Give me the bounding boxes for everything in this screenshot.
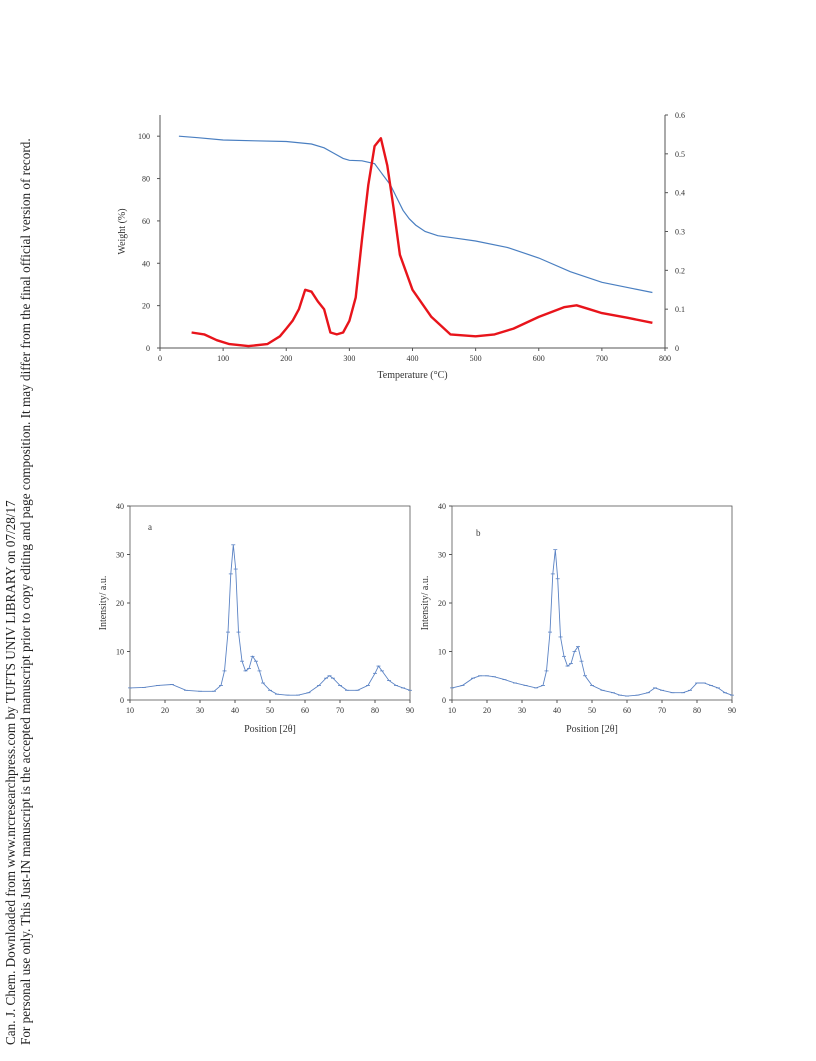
x-tick-label: 0 — [158, 354, 162, 363]
x-tick-label: 80 — [693, 706, 701, 715]
xrd-b-y-axis-label: Intensity/ a.u. — [420, 576, 431, 631]
x-tick-label: 300 — [343, 354, 355, 363]
plot-frame — [129, 505, 411, 701]
x-tick-label: 200 — [280, 354, 292, 363]
y-tick-label: 20 — [116, 599, 124, 608]
watermark-line-2: For personal use only. This Just-IN manu… — [18, 138, 33, 1045]
y2-tick-label: 0.2 — [675, 266, 685, 275]
tga-chart: 0 20 40 60 80 100 0 0.1 0.2 0.3 0.4 0.5 0.6 0 100 200 30… — [117, 111, 685, 381]
y2-tick-label: 0 — [675, 344, 679, 353]
x-tick-label: 60 — [623, 706, 631, 715]
y-tick-label: 10 — [116, 648, 124, 657]
tga-tick-labels: 0 20 40 60 80 100 0 0.1 0.2 0.3 0.4 0.5 0.6 0 100 200 30… — [138, 111, 685, 363]
xrd-a-axes — [127, 505, 411, 703]
tga-axes — [157, 114, 668, 351]
y-tick-label: 10 — [438, 648, 446, 657]
x-tick-label: 50 — [588, 706, 596, 715]
side-watermark: Can. J. Chem. Downloaded from www.nrcres… — [0, 0, 60, 1056]
panel-a-label: a — [148, 522, 152, 532]
y-tick-label: 40 — [116, 502, 124, 511]
y-tick-label: 40 — [438, 502, 446, 511]
x-tick-label: 70 — [336, 706, 344, 715]
x-tick-label: 500 — [470, 354, 482, 363]
y-tick-label: 30 — [116, 551, 124, 560]
x-tick-label: 20 — [483, 706, 491, 715]
y-tick-label: 80 — [142, 175, 150, 184]
y-axis-label: Weight (%) — [117, 208, 128, 254]
xrd-a-pattern-line — [129, 544, 411, 696]
x-tick-label: 100 — [217, 354, 229, 363]
x-tick-label: 70 — [658, 706, 666, 715]
x-tick-label: 60 — [301, 706, 309, 715]
xrd-a-x-axis-label: Position [2θ] — [244, 724, 296, 735]
y2-tick-label: 0.3 — [675, 228, 685, 237]
x-tick-label: 10 — [448, 706, 456, 715]
y-tick-label: 60 — [142, 217, 150, 226]
y2-tick-label: 0.1 — [675, 305, 685, 314]
y-tick-label: 0 — [442, 696, 446, 705]
x-tick-label: 30 — [518, 706, 526, 715]
xrd-figure-b: 0 10 20 30 40 10 20 30 40 50 60 70 80 90 b Position [… — [420, 496, 742, 742]
y-tick-label: 20 — [438, 599, 446, 608]
x-tick-label: 90 — [728, 706, 736, 715]
xrd-a-marks — [128, 544, 412, 696]
x-axis-label: Temperature (°C) — [377, 370, 447, 381]
derivative-weight-curve — [191, 137, 653, 348]
y-tick-label: 40 — [142, 259, 150, 268]
x-tick-label: 30 — [196, 706, 204, 715]
y-tick-label: 0 — [120, 696, 124, 705]
x-tick-label: 20 — [161, 706, 169, 715]
y2-tick-label: 0.4 — [675, 189, 685, 198]
xrd-b-marks — [450, 549, 734, 697]
xrd-b-axes — [449, 505, 733, 703]
x-tick-label: 50 — [266, 706, 274, 715]
x-tick-label: 10 — [126, 706, 134, 715]
x-tick-label: 80 — [371, 706, 379, 715]
y-tick-label: 20 — [142, 302, 150, 311]
x-tick-label: 700 — [596, 354, 608, 363]
panel-b-label: b — [476, 528, 481, 538]
x-tick-label: 40 — [553, 706, 561, 715]
xrd-figure-a: 0 10 20 30 40 10 20 30 40 50 60 70 80 90 a Position [… — [98, 496, 420, 742]
y-tick-label: 0 — [146, 344, 150, 353]
y-tick-label: 30 — [438, 551, 446, 560]
xrd-b-x-axis-label: Position [2θ] — [566, 724, 618, 735]
plot-frame — [451, 505, 733, 701]
x-tick-label: 800 — [659, 354, 671, 363]
x-tick-label: 40 — [231, 706, 239, 715]
weight-loss-curve — [178, 135, 653, 294]
tga-figure: 0 20 40 60 80 100 0 0.1 0.2 0.3 0.4 0.5 0.6 0 100 200 30… — [100, 100, 700, 390]
x-tick-label: 400 — [407, 354, 419, 363]
y-tick-label: 100 — [138, 132, 150, 141]
side-watermark-svg: Can. J. Chem. Downloaded from www.nrcres… — [3, 138, 33, 1045]
xrd-b-pattern-line — [451, 549, 733, 697]
xrd-a-y-axis-label: Intensity/ a.u. — [98, 576, 109, 631]
watermark-line-1: Can. J. Chem. Downloaded from www.nrcres… — [3, 500, 18, 1045]
y2-tick-label: 0.6 — [675, 111, 685, 120]
x-tick-label: 600 — [533, 354, 545, 363]
y2-tick-label: 0.5 — [675, 150, 685, 159]
x-tick-label: 90 — [406, 706, 414, 715]
